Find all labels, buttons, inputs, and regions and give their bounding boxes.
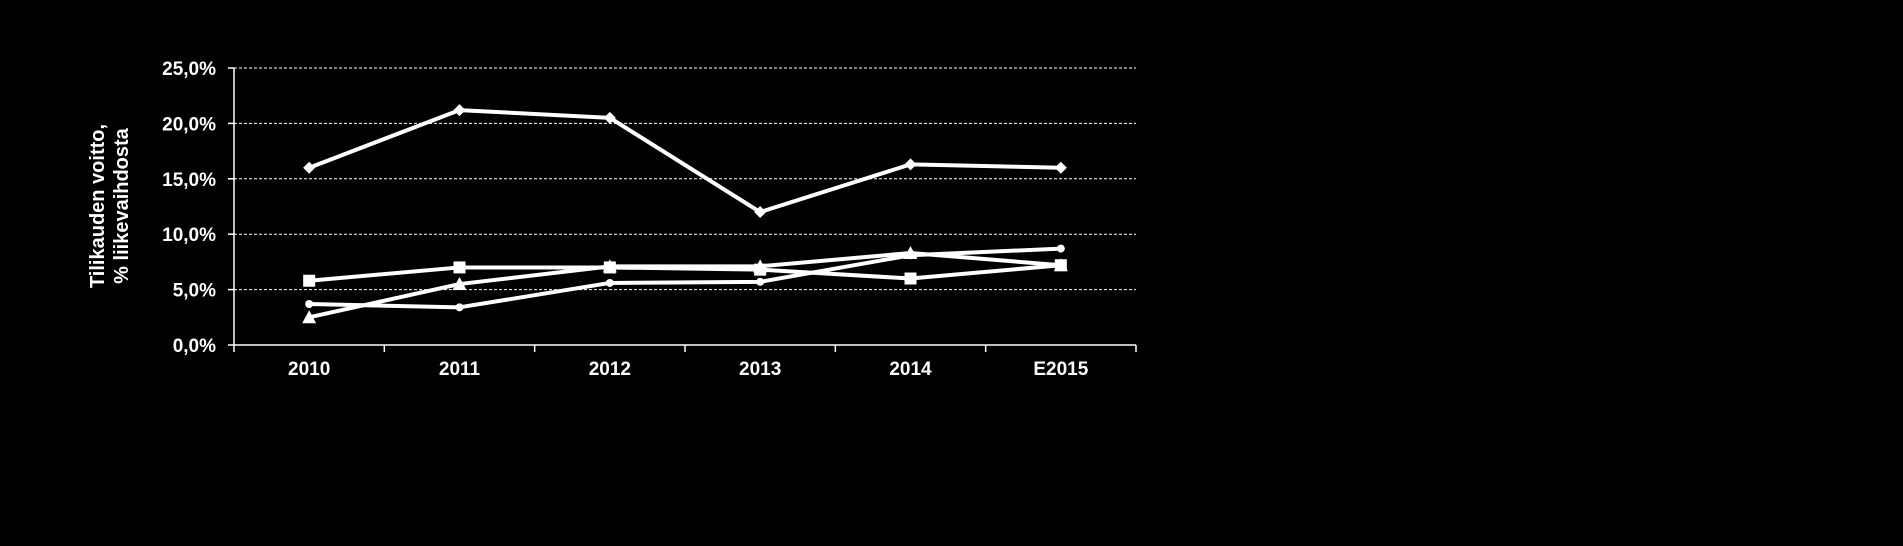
data-point (602, 259, 617, 273)
data-point (1054, 161, 1067, 174)
x-tick-labels: 2010 2011 2012 2013 2014 E2015 (288, 359, 1089, 380)
data-point (305, 300, 314, 309)
y-tick-label: 10,0% (162, 225, 216, 246)
data-series (302, 104, 1068, 324)
data-point (455, 303, 464, 312)
y-axis-label-line: % liikevaihdosta (111, 127, 133, 283)
data-point (904, 272, 917, 285)
data-point (753, 259, 768, 273)
y-tick-label: 0,0% (173, 336, 216, 357)
x-tick-label: 2013 (739, 359, 781, 380)
y-axis-label: Tilikauden voitto,% liikevaihdosta (87, 124, 133, 288)
data-point (302, 310, 317, 324)
series-line (308, 108, 1061, 215)
x-tick-label: 2010 (288, 359, 330, 380)
data-point (754, 206, 767, 219)
x-tick-label: 2012 (589, 359, 631, 380)
x-tick-label: E2015 (1033, 359, 1088, 380)
data-point (453, 104, 466, 117)
series-3 (302, 246, 1068, 324)
x-tick-label: 2011 (439, 359, 481, 380)
series-line (308, 263, 1062, 283)
axes (228, 67, 1137, 352)
data-point (603, 111, 616, 124)
series-4 (305, 244, 1065, 312)
data-point (453, 261, 466, 274)
data-point (904, 158, 917, 171)
data-point (1053, 258, 1068, 272)
x-tick-label: 2014 (889, 359, 932, 380)
data-point (1056, 244, 1065, 253)
data-point (452, 277, 467, 291)
y-tick-label: 25,0% (162, 59, 216, 80)
y-axis-label-line: Tilikauden voitto, (87, 124, 109, 288)
data-point (303, 161, 316, 174)
data-point (906, 251, 915, 260)
y-tick-label: 5,0% (173, 281, 216, 302)
data-point (605, 278, 614, 287)
series-line (309, 246, 1061, 310)
y-tick-label: 20,0% (162, 114, 216, 135)
series-1 (303, 104, 1067, 219)
y-tick-label: 15,0% (162, 170, 216, 191)
data-point (756, 277, 765, 286)
data-point (303, 274, 316, 287)
y-tick-labels: 0,0% 5,0% 10,0% 15,0% 20,0% 25,0% (162, 59, 216, 357)
gridlines (234, 67, 1136, 291)
